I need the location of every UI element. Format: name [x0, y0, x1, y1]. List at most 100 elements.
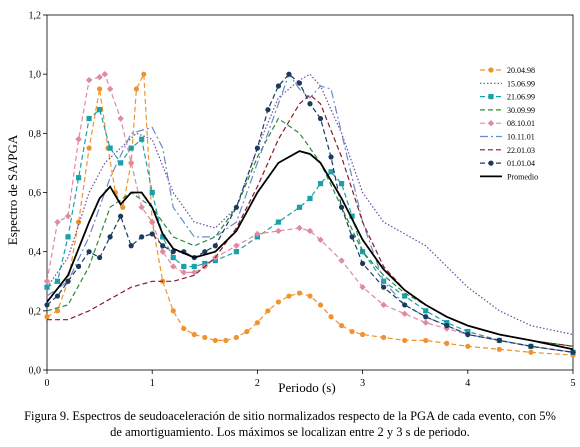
data-point — [444, 323, 450, 329]
data-point — [307, 195, 313, 202]
data-point — [254, 320, 260, 326]
data-point — [101, 70, 109, 78]
data-point — [422, 319, 429, 326]
data-point — [75, 263, 82, 270]
data-point — [212, 243, 218, 249]
data-point — [328, 314, 334, 320]
legend-label: 30.09.99 — [507, 106, 535, 115]
data-point — [317, 302, 324, 308]
data-point — [465, 343, 471, 349]
data-point — [338, 257, 345, 264]
data-point — [233, 204, 239, 210]
series-20-04-98 — [44, 71, 576, 358]
data-point — [139, 234, 145, 240]
data-point — [528, 349, 534, 355]
series-line — [47, 94, 574, 347]
data-point — [423, 314, 429, 320]
data-point — [97, 254, 103, 261]
data-point — [444, 340, 450, 346]
y-tick-label: 0,4 — [29, 247, 42, 258]
data-point — [233, 242, 240, 249]
y-tick-label: 1,2 — [29, 11, 42, 22]
data-point — [401, 310, 408, 317]
data-point — [149, 189, 155, 196]
y-tick-label: 0,6 — [29, 188, 42, 199]
data-point — [138, 204, 145, 211]
data-point — [286, 293, 292, 299]
y-tick-label: 0,8 — [29, 129, 42, 140]
data-point — [75, 136, 82, 143]
data-point — [496, 337, 502, 344]
data-point — [170, 263, 177, 270]
data-point — [127, 159, 135, 167]
data-point — [349, 234, 355, 240]
data-point — [139, 136, 145, 142]
legend-label: Promedio — [507, 172, 538, 181]
series-line — [46, 73, 574, 353]
data-point — [170, 249, 176, 255]
y-tick-label: 0,2 — [29, 306, 42, 317]
legend-label: 01.01.04 — [507, 159, 535, 168]
data-point — [118, 213, 124, 219]
data-point — [265, 107, 271, 113]
data-point — [423, 337, 429, 344]
data-point — [296, 204, 303, 210]
data-point — [402, 337, 408, 344]
x-tick-label: 5 — [571, 378, 576, 389]
y-tick-label: 0,0 — [29, 366, 42, 377]
data-point — [160, 243, 166, 249]
data-point — [128, 145, 134, 151]
chart: 0,0 0,2 0,4 0,6 0,8 1,0 1,2 0 1 2 3 4 5 20.04.98 15.0… — [5, 11, 577, 395]
data-point — [307, 101, 313, 107]
data-point — [338, 181, 345, 187]
data-point — [149, 218, 156, 226]
data-point — [254, 230, 261, 238]
data-point — [85, 76, 93, 84]
data-point — [381, 284, 387, 290]
data-point — [86, 115, 92, 122]
data-point — [444, 320, 450, 326]
data-point — [496, 346, 502, 352]
legend-label: 21.06.99 — [507, 93, 535, 102]
data-point — [487, 120, 495, 127]
data-point — [191, 263, 197, 270]
data-point — [44, 284, 50, 290]
data-point — [191, 269, 198, 276]
series-Promedio — [46, 150, 574, 351]
series-line — [46, 150, 574, 351]
x-tick-label: 2 — [255, 378, 260, 389]
series-08-10-01 — [43, 70, 577, 356]
data-point — [96, 73, 103, 81]
data-point — [296, 80, 303, 86]
data-point — [65, 278, 71, 284]
x-tick-label: 0 — [45, 378, 50, 389]
data-point — [338, 204, 345, 210]
data-point — [254, 145, 260, 151]
data-point — [244, 328, 250, 335]
data-point — [360, 260, 366, 267]
data-point — [349, 213, 355, 219]
plot-frame — [46, 14, 574, 371]
data-point — [265, 308, 271, 314]
data-point — [44, 302, 50, 308]
data-point — [97, 107, 103, 113]
series-10-11-01 — [46, 72, 574, 353]
figure-caption: Figura 9. Espectros de seudoaceleración … — [0, 408, 580, 440]
data-point — [141, 71, 147, 77]
data-point — [86, 145, 92, 151]
data-point — [212, 337, 218, 344]
caption-line-1: Figura 9. Espectros de seudoaceleración … — [24, 409, 556, 423]
data-point — [202, 249, 208, 255]
data-point — [54, 308, 61, 314]
data-point — [465, 331, 471, 338]
chart-series — [43, 70, 577, 358]
data-point — [149, 231, 155, 237]
data-point — [65, 234, 71, 240]
data-point — [170, 254, 176, 261]
legend-label: 10.11.01 — [507, 133, 535, 142]
series-line — [46, 71, 574, 356]
data-point — [118, 160, 124, 166]
data-point — [306, 227, 314, 235]
data-point — [317, 115, 324, 122]
y-tick-label: 1,0 — [29, 70, 42, 81]
